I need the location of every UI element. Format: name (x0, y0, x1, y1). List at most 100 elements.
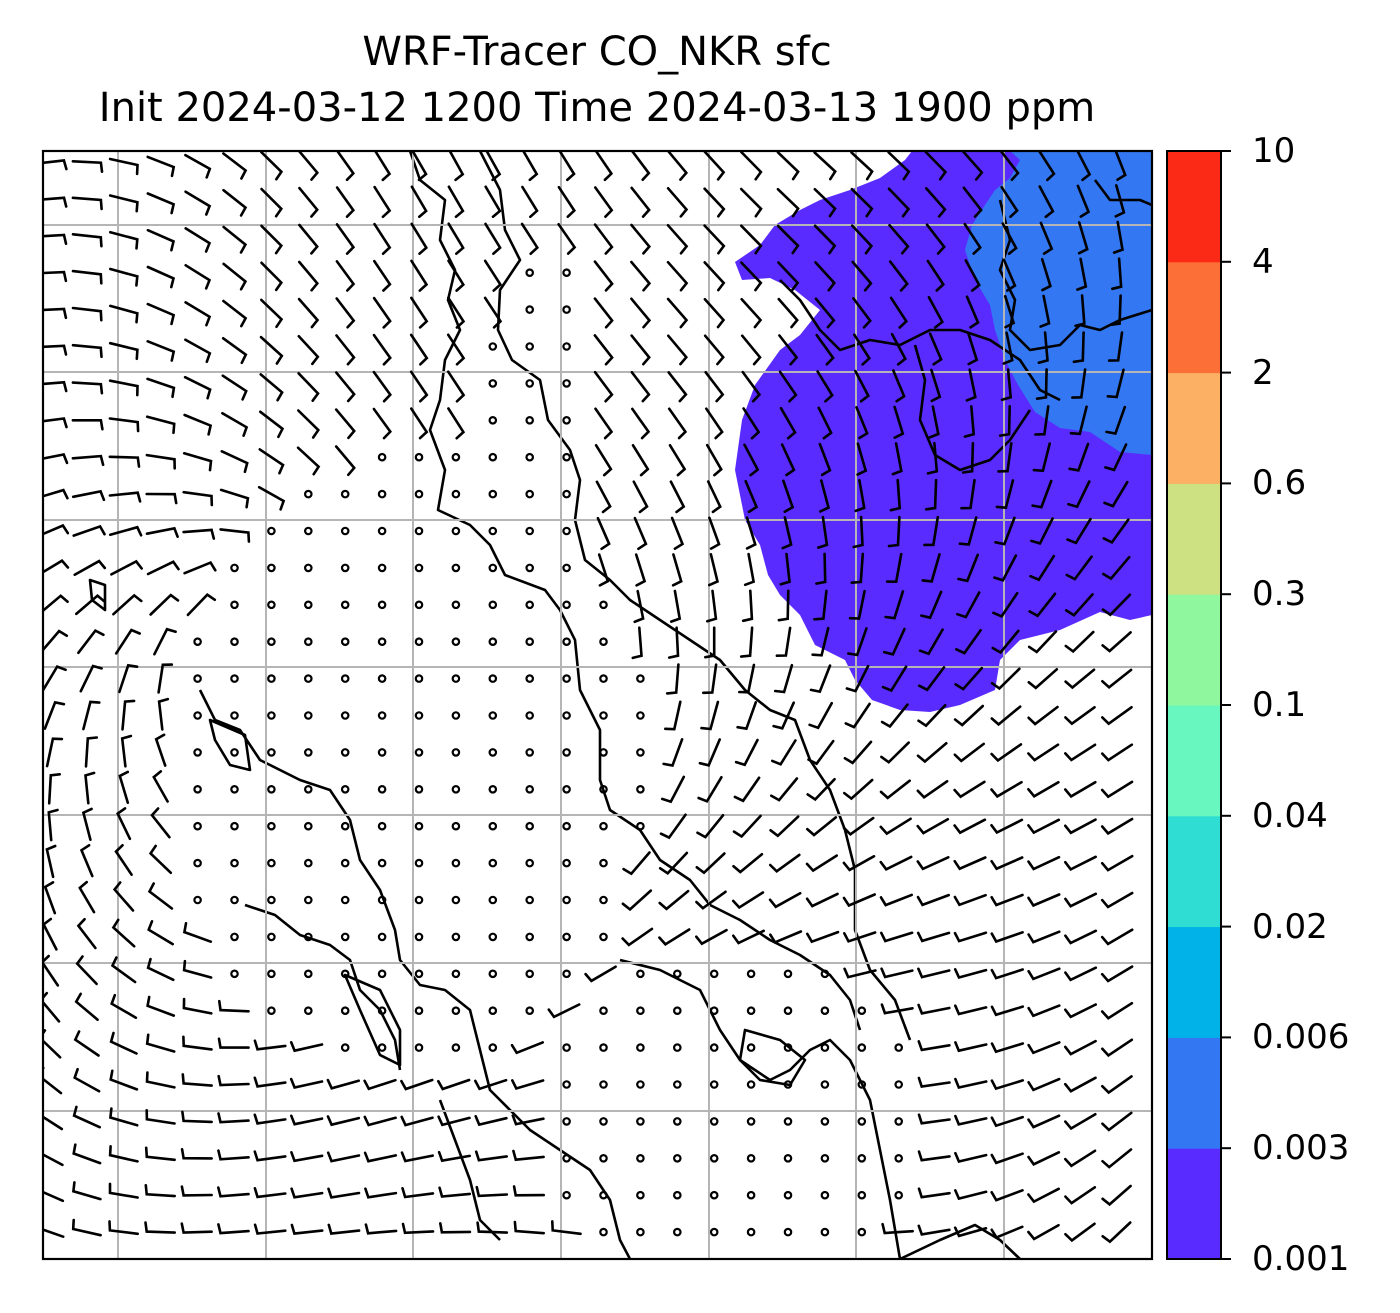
wind-barb-calm (599, 858, 608, 868)
wind-barb (411, 151, 428, 182)
wind-barb-calm (340, 821, 350, 831)
wind-barb (892, 369, 906, 403)
wind-barb (77, 628, 105, 655)
wind-barb (961, 441, 975, 474)
wind-barb (953, 818, 987, 835)
wind-barb (114, 844, 133, 876)
wind-barb (43, 1228, 65, 1238)
colorbar-tick-label: 0.006 (1252, 1017, 1350, 1058)
wind-barb-calm (414, 637, 424, 647)
wind-barb (73, 1067, 101, 1093)
wind-barb (957, 553, 979, 583)
coastline-segment (1093, 179, 1152, 207)
wind-barb (447, 407, 466, 440)
wind-barb (953, 780, 986, 799)
wind-barb-calm (377, 895, 387, 905)
wind-barb-calm (451, 1006, 461, 1016)
wind-barb (147, 882, 174, 910)
wind-barb-calm (525, 895, 535, 905)
wind-barb (776, 224, 800, 255)
wind-barb-calm (488, 932, 498, 942)
wind-barb (335, 297, 356, 329)
wind-barb-calm (562, 1080, 571, 1089)
wind-barb (372, 296, 392, 329)
wind-barb (958, 516, 978, 546)
wind-barb-calm (562, 895, 571, 905)
wind-barb (221, 337, 248, 365)
wind-barb (1101, 668, 1133, 689)
wind-barb (954, 666, 984, 691)
wind-barb (990, 780, 1023, 799)
wind-barb (850, 151, 874, 181)
coastline-segment (244, 903, 402, 1071)
colorbar (1167, 150, 1231, 1260)
colorbar-tick-label: 0.6 (1252, 463, 1307, 504)
wind-barb (963, 405, 976, 438)
wind-barb (658, 851, 689, 875)
wind-barb (1100, 928, 1134, 946)
wind-barb (584, 965, 617, 983)
wind-barb (665, 663, 680, 695)
wind-barb (372, 407, 392, 440)
wind-barb-calm (414, 1006, 424, 1016)
wind-barb (1101, 1075, 1133, 1095)
wind-barb (363, 1115, 397, 1127)
wind-barb (770, 777, 799, 802)
wind-barb (817, 406, 833, 440)
coastline-segment (738, 1028, 807, 1087)
wind-barb-calm (525, 969, 535, 979)
wind-barb-calm (488, 821, 498, 831)
colorbar-segment (1167, 594, 1221, 706)
wind-barb (558, 151, 576, 182)
wind-barb (1027, 967, 1061, 981)
wind-barb (219, 488, 250, 509)
wind-barb (1101, 1111, 1133, 1132)
wind-barb-calm (562, 784, 571, 794)
wind-barb (1035, 368, 1048, 400)
coastline-segment (619, 958, 902, 1259)
wind-barb (410, 296, 429, 329)
wind-barb-calm (340, 1043, 350, 1052)
wind-barb (521, 151, 539, 182)
colorbar-tick-label: 10 (1252, 131, 1296, 171)
wind-barb (695, 928, 728, 946)
wind-barb-calm (783, 1190, 793, 1200)
wind-barb-calm (414, 895, 424, 905)
wind-barb (71, 196, 103, 211)
wind-barb (181, 1073, 213, 1087)
wind-barb (736, 701, 758, 731)
wind-barb-calm (230, 674, 239, 683)
wind-barb (630, 297, 652, 329)
wind-barb (222, 152, 248, 180)
wind-barb (696, 814, 725, 839)
wind-barb-calm (562, 379, 571, 388)
wind-barb (400, 1078, 434, 1091)
wind-barb (110, 993, 138, 1019)
wind-barb (890, 332, 907, 366)
wind-barb (990, 1152, 1024, 1165)
wind-barb-calm (303, 784, 313, 794)
wind-barb (740, 151, 763, 181)
wind-barb (437, 1115, 471, 1127)
wind-barb (298, 223, 319, 255)
wind-barb-calm (303, 489, 313, 499)
wind-barb (777, 589, 790, 622)
wind-barb (43, 664, 67, 692)
wind-barb-calm (746, 1080, 756, 1089)
wind-barb-calm (746, 1227, 756, 1237)
wind-barb (917, 1187, 951, 1199)
wind-barb-calm (820, 1190, 830, 1200)
wind-barb (1101, 1184, 1132, 1207)
coastline-segment (899, 1223, 1021, 1259)
wind-barb (1102, 518, 1130, 545)
wind-barb (71, 489, 106, 502)
wind-barb-calm (267, 821, 276, 831)
wind-barb (43, 1066, 63, 1095)
wind-barb-calm (562, 452, 571, 462)
wind-barb (994, 516, 1016, 546)
wind-barb (806, 777, 836, 802)
wind-barb (1064, 1076, 1097, 1093)
wind-barb (510, 1041, 544, 1055)
wind-barb (447, 185, 465, 219)
wind-barb (82, 700, 101, 731)
